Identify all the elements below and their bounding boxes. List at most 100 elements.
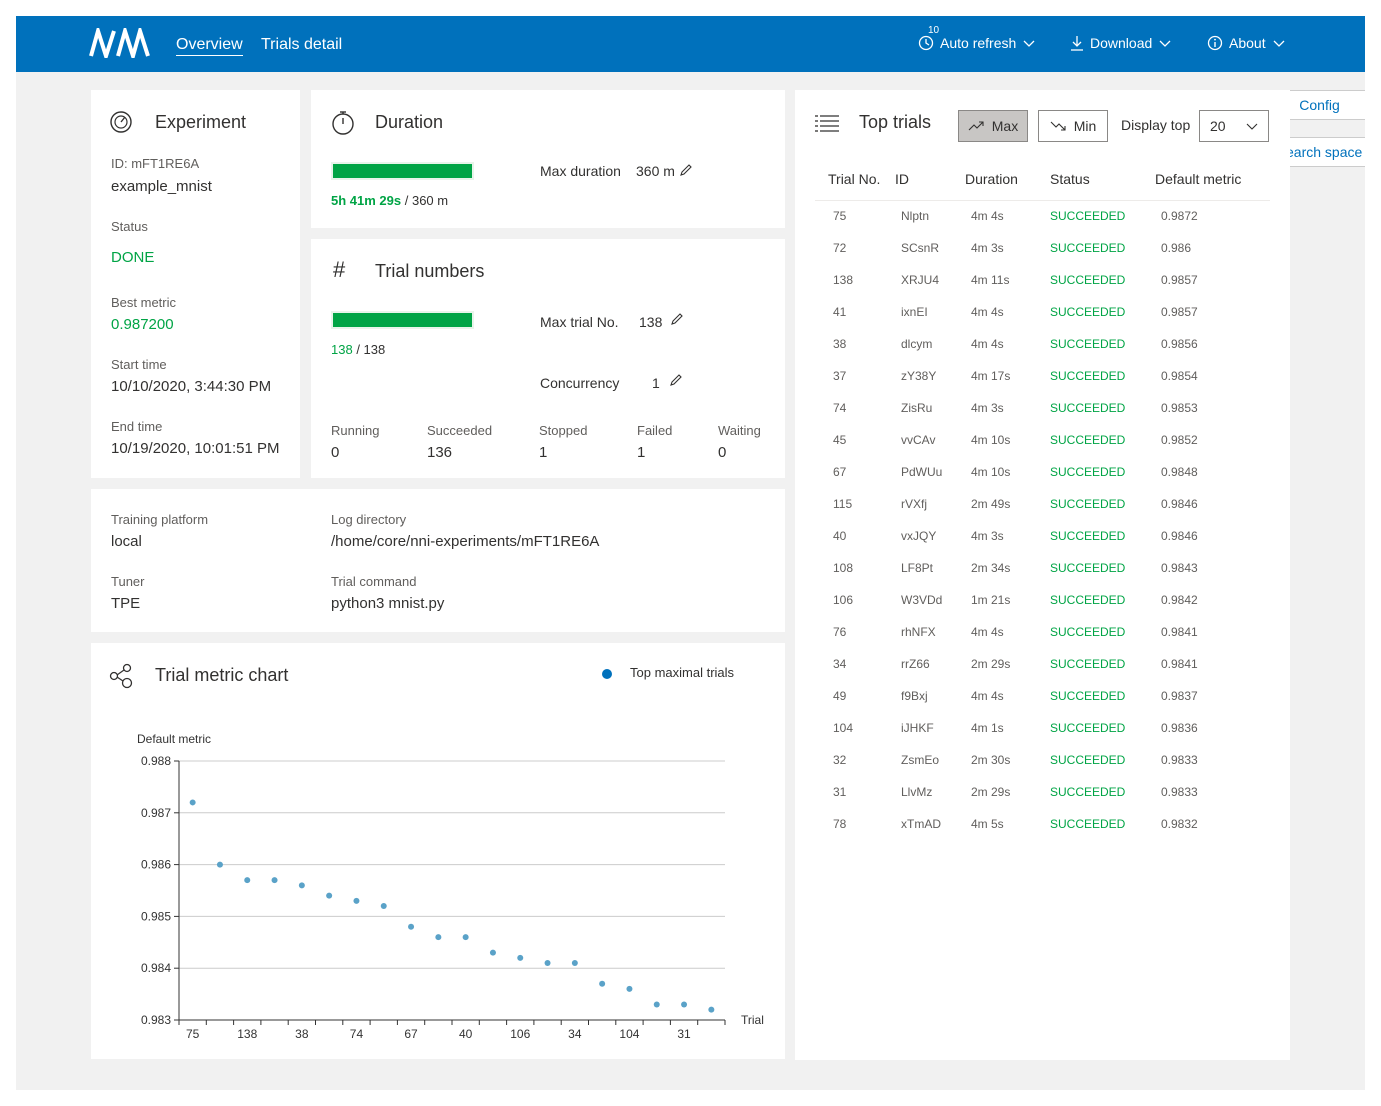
download-button[interactable]: Download: [1070, 35, 1172, 51]
table-row[interactable]: 138 XRJU4 4m 11s SUCCEEDED 0.9857: [815, 264, 1270, 296]
cell-metric: 0.9836: [1161, 721, 1198, 735]
data-point[interactable]: [681, 1001, 688, 1008]
edit-concurrency-icon[interactable]: [669, 373, 683, 387]
cell-status: SUCCEEDED: [1050, 657, 1126, 671]
experiment-name: example_mnist: [111, 178, 212, 195]
max-button[interactable]: Max: [958, 110, 1028, 142]
cell-metric: 0.9841: [1161, 657, 1198, 671]
max-button-label: Max: [991, 118, 1019, 134]
duration-card: Duration 5h 41m 29s / 360 m Max duration…: [311, 90, 785, 228]
cell-status: SUCCEEDED: [1050, 209, 1126, 224]
data-point[interactable]: [517, 954, 524, 961]
cell-trial-no: 72: [833, 241, 847, 255]
table-row[interactable]: 49 f9Bxj 4m 4s SUCCEEDED 0.9837: [815, 680, 1270, 712]
table-row[interactable]: 115 rVXfj 2m 49s SUCCEEDED 0.9846: [815, 488, 1270, 520]
chart-nodes-icon: [109, 663, 133, 689]
cell-duration: 2m 29s: [971, 657, 1011, 671]
about-button[interactable]: About: [1207, 35, 1286, 51]
cell-status: SUCCEEDED: [1050, 817, 1126, 831]
col-status[interactable]: Status: [1050, 158, 1155, 201]
data-point[interactable]: [626, 985, 633, 992]
x-tick-label: 31: [677, 1027, 691, 1041]
data-point[interactable]: [298, 882, 305, 889]
data-point[interactable]: [244, 877, 251, 884]
cell-metric: 0.9833: [1161, 785, 1198, 799]
data-point[interactable]: [489, 949, 496, 956]
y-tick-label: 0.983: [141, 1013, 171, 1027]
data-point[interactable]: [380, 903, 387, 910]
data-point[interactable]: [435, 934, 442, 941]
table-row[interactable]: 40 vxJQY 4m 3s SUCCEEDED 0.9846: [815, 520, 1270, 552]
table-body: 75 Nlptn 4m 4s SUCCEEDED 0.9872 72 SCsnR 4m 3s S…: [815, 200, 1270, 840]
data-point[interactable]: [462, 934, 469, 941]
data-point[interactable]: [653, 1001, 660, 1008]
stat-label-running: Running: [331, 423, 380, 438]
col-id[interactable]: ID: [895, 158, 965, 201]
cell-duration: 4m 3s: [971, 529, 1004, 543]
table-row[interactable]: 74 ZisRu 4m 3s SUCCEEDED 0.9853: [815, 392, 1270, 424]
list-icon: [815, 115, 839, 132]
edit-max-duration-icon[interactable]: [679, 163, 693, 177]
data-point[interactable]: [189, 799, 196, 806]
table-row[interactable]: 41 ixnEI 4m 4s SUCCEEDED 0.9857: [815, 296, 1270, 328]
cell-metric: 0.9853: [1161, 401, 1198, 415]
display-top-label: Display top: [1121, 117, 1191, 133]
display-top-value: 20: [1210, 118, 1226, 134]
table-header-row: Trial No. ID Duration Status Default met…: [815, 158, 1270, 201]
cell-trial-no: 76: [833, 625, 847, 639]
trial-progress-text: 138 / 138: [331, 342, 385, 357]
table-row[interactable]: 75 Nlptn 4m 4s SUCCEEDED 0.9872: [815, 200, 1270, 232]
data-point[interactable]: [708, 1006, 715, 1013]
data-point[interactable]: [544, 960, 551, 967]
clock-icon: [918, 35, 934, 51]
tuner-value: TPE: [111, 595, 141, 612]
cell-metric: 0.9872: [1161, 209, 1198, 224]
cell-trial-no: 34: [833, 657, 847, 671]
table-row[interactable]: 104 iJHKF 4m 1s SUCCEEDED 0.9836: [815, 712, 1270, 744]
data-point[interactable]: [271, 877, 278, 884]
cell-metric: 0.9856: [1161, 337, 1198, 351]
cell-trial-no: 104: [833, 721, 854, 735]
data-point[interactable]: [571, 960, 578, 967]
table-row[interactable]: 78 xTmAD 4m 5s SUCCEEDED 0.9832: [815, 808, 1270, 840]
table-row[interactable]: 72 SCsnR 4m 3s SUCCEEDED 0.986: [815, 232, 1270, 264]
auto-refresh-button[interactable]: Auto refresh: [918, 35, 1036, 51]
table-row[interactable]: 76 rhNFX 4m 4s SUCCEEDED 0.9841: [815, 616, 1270, 648]
table-row[interactable]: 34 rrZ66 2m 29s SUCCEEDED 0.9841: [815, 648, 1270, 680]
data-point[interactable]: [353, 897, 360, 904]
start-time-value: 10/10/2020, 3:44:30 PM: [111, 378, 272, 395]
table-row[interactable]: 67 PdWUu 4m 10s SUCCEEDED 0.9848: [815, 456, 1270, 488]
table-row[interactable]: 31 LlvMz 2m 29s SUCCEEDED 0.9833: [815, 776, 1270, 808]
cell-duration: 4m 10s: [971, 433, 1011, 447]
table-row[interactable]: 37 zY38Y 4m 17s SUCCEEDED 0.9854: [815, 360, 1270, 392]
display-top-select[interactable]: 20: [1199, 110, 1269, 142]
col-default-metric[interactable]: Default metric: [1155, 158, 1270, 201]
data-point[interactable]: [408, 923, 415, 930]
cell-metric: 0.9841: [1161, 625, 1198, 639]
data-point[interactable]: [599, 980, 606, 987]
cell-duration: 4m 10s: [971, 465, 1011, 479]
table-row[interactable]: 38 dlcym 4m 4s SUCCEEDED 0.9856: [815, 328, 1270, 360]
trial-numbers-card: # Trial numbers 138 / 138 Max trial No. …: [311, 239, 785, 478]
nni-logo[interactable]: [88, 28, 150, 58]
table-row[interactable]: 45 vvCAv 4m 10s SUCCEEDED 0.9852: [815, 424, 1270, 456]
legend-label[interactable]: Top maximal trials: [630, 665, 735, 680]
cell-trial-no: 38: [833, 337, 847, 351]
table-row[interactable]: 108 LF8Pt 2m 34s SUCCEEDED 0.9843: [815, 552, 1270, 584]
data-point[interactable]: [326, 892, 333, 899]
table-row[interactable]: 32 ZsmEo 2m 30s SUCCEEDED 0.9833: [815, 744, 1270, 776]
cell-duration: 4m 4s: [971, 305, 1004, 319]
max-duration-value: 360 m: [636, 163, 675, 179]
col-trial-no[interactable]: Trial No.: [815, 158, 895, 201]
cell-id: vvCAv: [901, 433, 936, 447]
min-button[interactable]: Min: [1038, 110, 1108, 142]
data-point[interactable]: [216, 861, 223, 868]
edit-max-trial-icon[interactable]: [670, 312, 684, 326]
x-tick-label: 38: [295, 1027, 309, 1041]
col-duration[interactable]: Duration: [965, 158, 1050, 201]
nav-overview[interactable]: Overview: [176, 36, 243, 56]
cell-status: SUCCEEDED: [1050, 369, 1126, 383]
best-metric-label: Best metric: [111, 295, 177, 310]
table-row[interactable]: 106 W3VDd 1m 21s SUCCEEDED 0.9842: [815, 584, 1270, 616]
nav-trials-detail[interactable]: Trials detail: [261, 36, 343, 53]
